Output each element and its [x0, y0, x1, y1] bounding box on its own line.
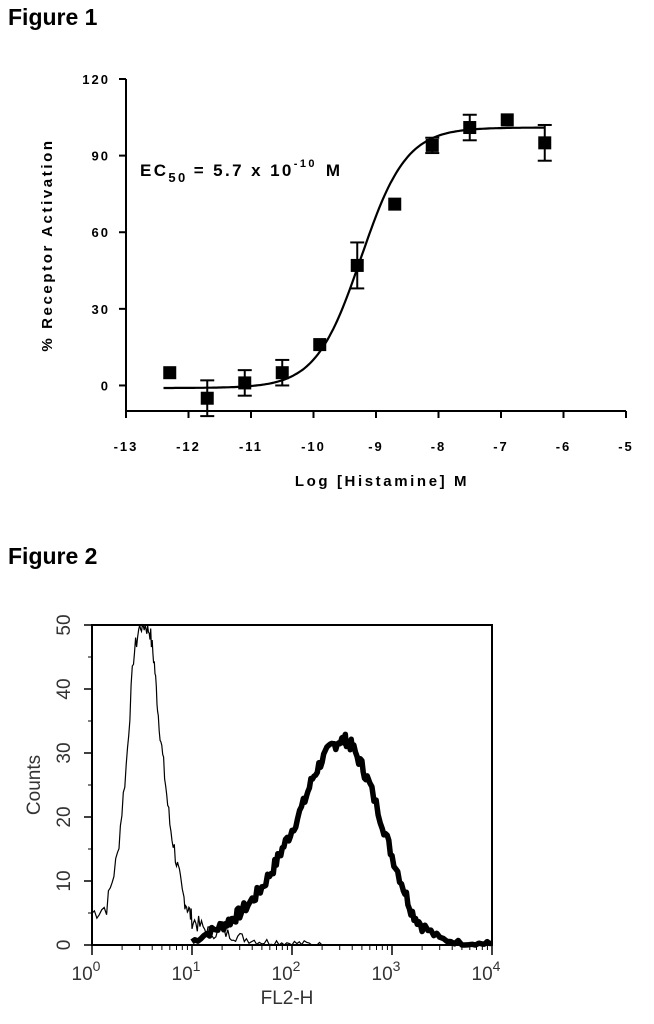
y-tick-label: 90 [92, 149, 110, 164]
x-tick-label: -5 [618, 439, 634, 454]
control-histogram-line [91, 623, 323, 946]
x-tick-label: 101 [172, 958, 201, 985]
x-tick-label: 102 [272, 958, 301, 985]
x-axis-label: Log [Histamine] M [295, 473, 469, 490]
data-point [388, 197, 402, 211]
y-tick-label: 10 [54, 870, 75, 891]
data-point [463, 121, 477, 135]
ec50-middle: = 5.7 x 10 [194, 161, 294, 180]
figure-1-title: Figure 1 [8, 4, 98, 30]
x-tick-label: 100 [72, 958, 101, 985]
x-tick-label: -8 [431, 439, 447, 454]
y-tick-label: 0 [101, 378, 110, 393]
y-tick-label: 30 [54, 742, 75, 763]
fit-curve [163, 126, 545, 390]
x-tick-label: -13 [114, 439, 139, 454]
x-tick-label: -12 [176, 439, 201, 454]
data-point [425, 138, 439, 152]
data-point [275, 366, 289, 380]
data-point [313, 338, 327, 352]
data-point [538, 136, 552, 150]
y-axis-label: Counts [24, 755, 45, 815]
y-tick-label: 50 [54, 614, 75, 635]
data-point [163, 366, 177, 380]
y-tick-label: 20 [54, 806, 75, 827]
y-tick-label: 120 [82, 72, 110, 87]
x-tick-label: -7 [493, 439, 509, 454]
y-tick-label: 30 [92, 302, 110, 317]
data-point [500, 113, 514, 127]
ec50-subscript: 50 [168, 170, 187, 185]
ec50-suffix: M [326, 161, 343, 180]
y-axis-label: % Receptor Activation [39, 138, 56, 351]
x-tick-label: 103 [372, 958, 401, 985]
ec50-superscript: -10 [294, 158, 317, 170]
figure-1-chart: 0 30 60 90 120 -13 -12 -11 -10 -9 -8 -7 -6 -5 % Rece… [39, 72, 634, 490]
y-tick-label: 0 [54, 940, 75, 951]
x-tick-label: 104 [472, 958, 501, 985]
y-tick-label: 60 [92, 225, 110, 240]
figure-2-title: Figure 2 [8, 543, 98, 569]
x-tick-label: -11 [239, 439, 263, 454]
x-tick-label: -10 [301, 439, 326, 454]
stained-histogram-line [190, 731, 494, 948]
y-tick-label: 40 [54, 678, 75, 699]
ec50-prefix: EC [140, 161, 168, 180]
data-point [350, 258, 364, 272]
plot-frame [91, 624, 493, 946]
x-tick-label: -9 [368, 439, 384, 454]
x-axis-label: FL2-H [261, 988, 314, 1009]
x-tick-label: -6 [556, 439, 572, 454]
ec50-annotation: EC50 = 5.7 x 10-10 M [140, 158, 342, 185]
data-point [238, 376, 252, 390]
data-point [200, 391, 214, 405]
